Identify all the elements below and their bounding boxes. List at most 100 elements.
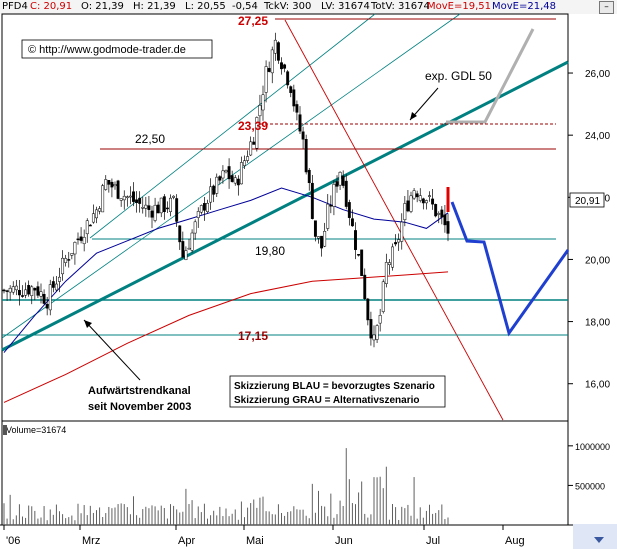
candle-body (58, 276, 61, 282)
candle-body (61, 257, 65, 275)
candle-body (45, 304, 49, 309)
candle-body (289, 86, 293, 93)
candle-body (17, 290, 21, 296)
x-tick-label: Mai (246, 535, 264, 547)
channel-label-2: seit November 2003 (88, 401, 191, 413)
down-trend-line (284, 19, 504, 421)
quote-header: PFD4 C: 20,91 O: 21,39 H: 21,39 L: 20,55… (0, 0, 617, 14)
candle-body (310, 182, 314, 219)
candle-body (212, 185, 216, 195)
candle-body (391, 246, 394, 268)
candle-body (286, 71, 290, 86)
candle-body (273, 39, 277, 54)
candle-body (304, 139, 308, 173)
candle-body (224, 170, 228, 173)
candle-body (39, 291, 43, 297)
x-tick-label: Mrz (82, 535, 100, 547)
candle-body (165, 207, 169, 210)
candle-body (187, 247, 191, 250)
candle-body (178, 225, 182, 243)
candle-body (249, 141, 253, 156)
candle-body (347, 202, 351, 218)
candle-body (317, 236, 320, 239)
label-high: 27,25 (238, 14, 268, 28)
trend-line-main (1, 60, 569, 352)
candle-body (320, 235, 324, 249)
volume-tick-label: 500000 (575, 481, 605, 491)
candle-body (5, 290, 9, 292)
candle-body (24, 289, 28, 296)
candle-body (206, 203, 209, 212)
low-value: L: 20,55 (185, 1, 226, 12)
candle-body (8, 287, 12, 293)
ema-annotation: exp. GDL 50 (425, 69, 492, 83)
candle-body (184, 250, 188, 260)
y-axis-area (568, 14, 617, 525)
candle-body (424, 200, 428, 204)
candle-body (443, 214, 447, 226)
candle-body (258, 105, 262, 117)
y-tick-label: 20,00 (585, 255, 610, 266)
high-value: H: 21,39 (133, 1, 176, 12)
candle-body (98, 208, 102, 212)
candle-body (409, 195, 413, 212)
candle-body (313, 220, 317, 237)
total-volume: TotV: 31674 (371, 1, 430, 12)
candle-body (415, 193, 419, 198)
copyright-text: © http://www.godmode-trader.de (28, 44, 186, 56)
candle-body (344, 180, 348, 207)
candle-body (363, 274, 367, 299)
candle-body (366, 298, 370, 321)
y-tick-label: 16,00 (585, 380, 610, 391)
legend-box (229, 375, 446, 408)
candle-body (255, 117, 259, 149)
x-axis-area (0, 525, 617, 549)
candle-body (76, 238, 80, 241)
scroll-corner[interactable] (573, 524, 617, 549)
ema-red-line (3, 271, 449, 403)
candle-body (230, 175, 234, 182)
candle-body (132, 191, 135, 202)
y-tick-label: 18,00 (585, 318, 610, 329)
candle-body (384, 262, 388, 284)
candle-body (243, 160, 246, 166)
candle-body (33, 287, 37, 291)
channel-label-1: Aufwärtstrendkanal (88, 385, 191, 397)
candle-body (91, 213, 95, 223)
candle-body (73, 242, 77, 255)
candle-body (369, 319, 373, 339)
candle-body (412, 190, 416, 199)
candle-body (54, 283, 58, 291)
candle-body (418, 195, 422, 201)
date-x-axis: '06 Mrz Apr Mai Jun Jul Aug (3, 525, 525, 547)
candle-body (394, 242, 398, 245)
y-tick-label: 24,00 (585, 131, 610, 142)
candle-body (79, 236, 83, 241)
label-1715: 17,15 (238, 329, 268, 343)
candle-body (21, 295, 24, 297)
candle-body (116, 180, 120, 199)
last-volume: LV: 31674 (321, 1, 370, 12)
candle-body (14, 285, 18, 291)
legend-line-1: Skizzierung BLAU = bevorzugtes Szenario (234, 381, 435, 392)
candle-body (276, 42, 280, 61)
candle-body (357, 254, 361, 256)
scroll-down-icon[interactable] (594, 537, 604, 543)
x-tick-label: Jul (426, 535, 440, 547)
x-tick-label: Jun (335, 535, 353, 547)
candle-body (397, 239, 401, 243)
minimize-button[interactable]: – (599, 1, 614, 14)
candle-body (295, 104, 299, 113)
candle-body (169, 197, 172, 212)
channel-arrow-head-icon (84, 320, 92, 328)
candle-body (110, 181, 114, 188)
candle-body (292, 89, 296, 107)
candle-body (323, 231, 327, 247)
candle-body (298, 114, 302, 132)
candle-body (162, 196, 166, 212)
candle-body (88, 224, 92, 227)
candle-body (36, 286, 40, 296)
candle-body (428, 195, 431, 197)
symbol: PFD4 (2, 1, 28, 12)
candle-body (125, 196, 129, 199)
